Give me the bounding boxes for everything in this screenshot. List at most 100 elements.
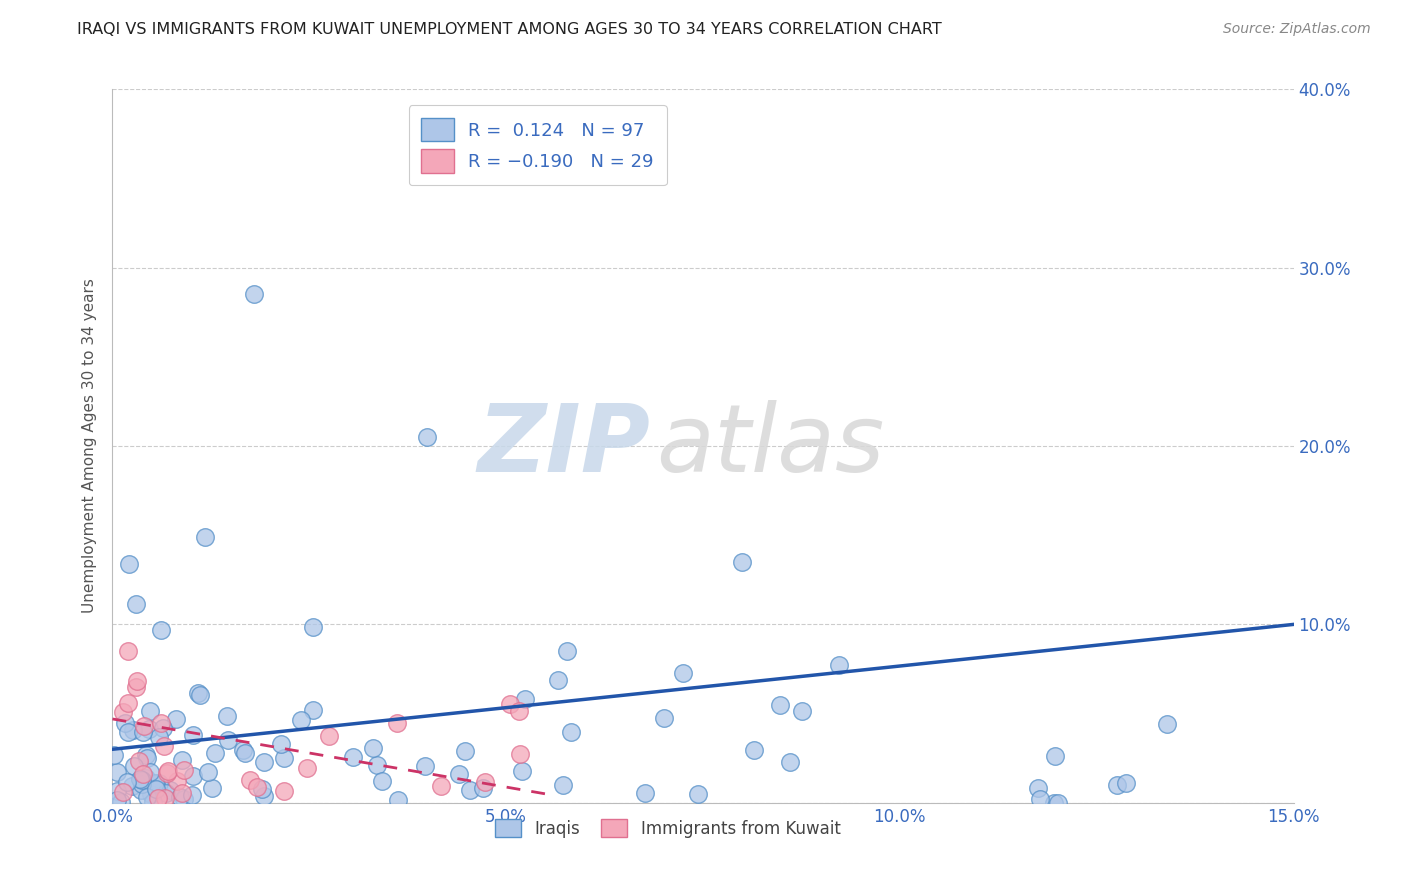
Point	[146, 791, 169, 805]
Point	[270, 737, 292, 751]
Point	[460, 782, 482, 797]
Point	[509, 747, 531, 761]
Text: Source: ZipAtlas.com: Source: ZipAtlas.com	[1223, 22, 1371, 37]
Point	[553, 779, 575, 793]
Point	[139, 704, 162, 718]
Point	[148, 730, 170, 744]
Point	[143, 776, 166, 790]
Point	[366, 758, 388, 772]
Point	[512, 764, 534, 778]
Point	[181, 728, 204, 742]
Point	[634, 786, 657, 800]
Point	[121, 723, 143, 737]
Point	[233, 747, 256, 761]
Point	[273, 783, 295, 797]
Point	[183, 769, 205, 783]
Legend: Iraqis, Immigrants from Kuwait: Iraqis, Immigrants from Kuwait	[488, 813, 846, 845]
Point	[454, 744, 477, 758]
Point	[136, 751, 159, 765]
Point	[779, 756, 801, 770]
Point	[145, 777, 167, 791]
Point	[166, 773, 188, 788]
Point	[152, 722, 174, 736]
Point	[204, 747, 226, 761]
Point	[430, 779, 453, 793]
Point	[148, 776, 170, 790]
Point	[201, 781, 224, 796]
Point	[125, 597, 148, 611]
Point	[1105, 779, 1128, 793]
Point	[243, 287, 266, 301]
Point	[1115, 776, 1137, 790]
Point	[139, 764, 162, 779]
Point	[253, 755, 276, 769]
Point	[560, 724, 582, 739]
Point	[318, 729, 340, 743]
Point	[172, 753, 194, 767]
Point	[472, 780, 495, 795]
Point	[769, 698, 792, 713]
Point	[449, 766, 471, 780]
Point	[342, 750, 364, 764]
Point	[149, 716, 172, 731]
Point	[105, 764, 128, 779]
Point	[557, 643, 579, 657]
Point	[363, 740, 385, 755]
Point	[128, 754, 150, 768]
Point	[413, 758, 436, 772]
Point	[165, 712, 187, 726]
Point	[156, 764, 179, 779]
Point	[170, 786, 193, 800]
Point	[115, 775, 138, 789]
Point	[131, 773, 153, 788]
Point	[301, 702, 323, 716]
Point	[136, 789, 159, 804]
Point	[142, 795, 165, 809]
Y-axis label: Unemployment Among Ages 30 to 34 years: Unemployment Among Ages 30 to 34 years	[82, 278, 97, 614]
Point	[1046, 796, 1069, 810]
Point	[152, 739, 174, 754]
Point	[132, 718, 155, 732]
Point	[145, 781, 167, 796]
Point	[290, 713, 312, 727]
Point	[173, 763, 195, 777]
Point	[132, 767, 155, 781]
Text: IRAQI VS IMMIGRANTS FROM KUWAIT UNEMPLOYMENT AMONG AGES 30 TO 34 YEARS CORRELATI: IRAQI VS IMMIGRANTS FROM KUWAIT UNEMPLOY…	[77, 22, 942, 37]
Point	[742, 742, 765, 756]
Point	[1156, 717, 1178, 731]
Point	[547, 673, 569, 687]
Point	[217, 733, 239, 747]
Point	[103, 747, 125, 762]
Point	[515, 692, 537, 706]
Point	[1026, 781, 1049, 796]
Point	[416, 430, 439, 444]
Point	[129, 783, 152, 797]
Point	[135, 747, 157, 762]
Text: atlas: atlas	[655, 401, 884, 491]
Point	[252, 789, 274, 803]
Point	[141, 787, 163, 801]
Point	[135, 772, 157, 786]
Point	[232, 743, 254, 757]
Point	[138, 722, 160, 736]
Point	[250, 782, 273, 797]
Point	[731, 555, 754, 569]
Point	[239, 773, 262, 788]
Point	[188, 689, 211, 703]
Point	[790, 704, 813, 718]
Point	[508, 704, 530, 718]
Point	[118, 558, 141, 572]
Point	[169, 789, 191, 804]
Point	[686, 787, 709, 801]
Point	[187, 686, 209, 700]
Point	[194, 530, 217, 544]
Point	[159, 783, 181, 797]
Point	[1043, 796, 1066, 810]
Point	[129, 772, 152, 787]
Point	[156, 766, 179, 780]
Point	[110, 796, 132, 810]
Point	[672, 666, 695, 681]
Point	[105, 793, 128, 807]
Point	[131, 777, 153, 791]
Point	[125, 673, 148, 688]
